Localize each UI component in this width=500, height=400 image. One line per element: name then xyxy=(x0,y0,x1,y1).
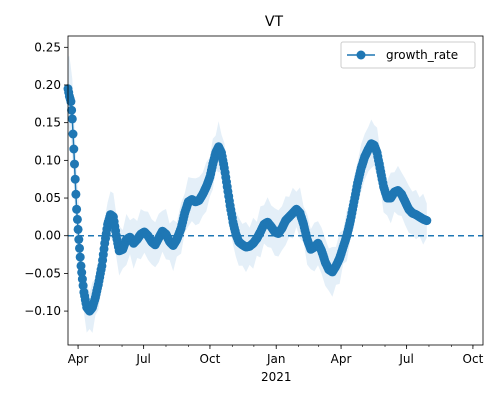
y-tick-label: 0.15 xyxy=(34,116,61,130)
data-point xyxy=(71,189,81,199)
legend-marker-swatch xyxy=(356,50,366,60)
x-tick-label: Oct xyxy=(200,352,221,366)
data-point xyxy=(75,243,84,253)
data-point xyxy=(72,204,82,214)
data-point xyxy=(77,274,87,284)
data-point xyxy=(70,174,80,184)
axes-layer: −0.10 −0.05 0.00 0.05 0.10 0.15 0.20 0.25 Apr Jul… xyxy=(24,35,484,384)
data-point xyxy=(70,159,79,169)
x-year-label: 2021 xyxy=(261,370,292,384)
data-point xyxy=(68,129,78,139)
series-layer xyxy=(63,84,432,316)
legend: growth_rate xyxy=(340,41,476,69)
x-tick-label: Apr xyxy=(331,352,352,366)
x-tick-label: Jul xyxy=(398,352,413,366)
y-tick-label: 0.25 xyxy=(34,40,61,54)
x-tick-label: Oct xyxy=(463,352,484,366)
x-tick-label: Apr xyxy=(68,352,89,366)
chart-title: VT xyxy=(265,14,284,30)
x-tick-label: Jan xyxy=(266,352,286,366)
data-point xyxy=(69,144,79,154)
y-tick-label: 0.05 xyxy=(34,191,61,205)
series-line-growth-rate xyxy=(67,88,428,313)
data-point xyxy=(75,252,85,262)
confidence-band xyxy=(68,55,427,333)
legend-label-growth-rate: growth_rate xyxy=(386,48,458,62)
x-tick-label: Jul xyxy=(135,352,150,366)
y-tick-label: −0.05 xyxy=(24,266,61,280)
data-point xyxy=(72,214,82,224)
legend-box xyxy=(340,41,476,69)
data-point xyxy=(76,261,86,271)
y-tick-label: 0.20 xyxy=(34,78,61,92)
plot-frame xyxy=(67,35,484,346)
y-tick-label: 0.00 xyxy=(34,229,61,243)
y-tick-label: −0.10 xyxy=(24,304,61,318)
data-point xyxy=(74,235,84,244)
confidence-band-layer xyxy=(68,55,427,333)
y-tick-label: 0.10 xyxy=(34,153,61,167)
data-point xyxy=(73,224,83,234)
data-point xyxy=(67,105,77,115)
data-point xyxy=(67,114,77,124)
data-point xyxy=(422,216,432,226)
data-point xyxy=(66,97,76,107)
data-point xyxy=(77,268,87,277)
data-point xyxy=(78,281,88,291)
